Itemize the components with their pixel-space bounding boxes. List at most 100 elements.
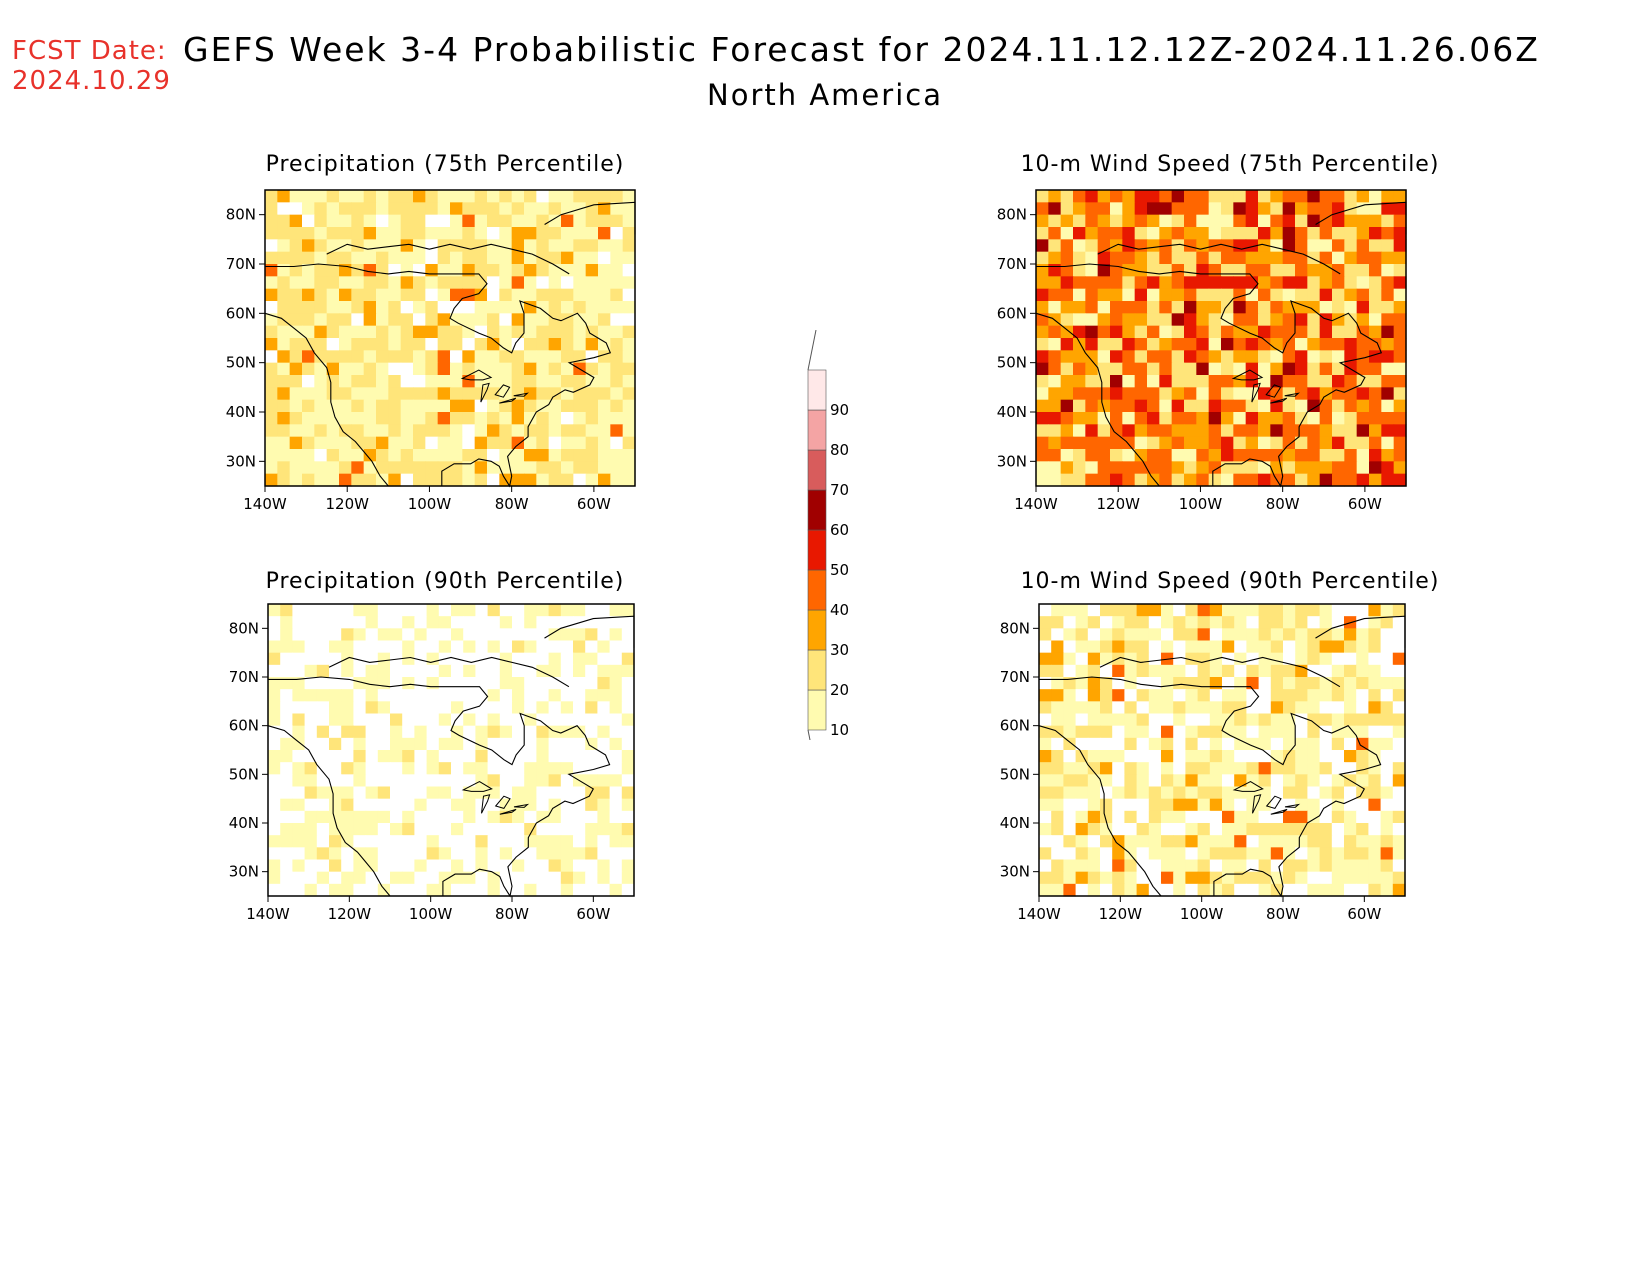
map-panel-precip75: 140W 120W 100W 80W 60W 80N 70N 60N 50N 40N 30N — [215, 184, 641, 520]
map-svg-precip75: 140W 120W 100W 80W 60W 80N 70N 60N 50N 40N 30N — [226, 189, 636, 513]
map-title-wind75: 10-m Wind Speed (75th Percentile) — [1020, 152, 1440, 177]
colorbar-level-label: 20 — [830, 681, 849, 699]
lon-tick-label: 60W — [1348, 495, 1382, 513]
map-svg-precip90: 140W 120W 100W 80W 60W 80N 70N 60N 50N 40N 30N — [229, 603, 635, 923]
shaded-field — [1039, 604, 1406, 897]
lake-outline — [481, 794, 491, 814]
coastline — [264, 312, 389, 487]
coastline — [1039, 676, 1382, 898]
lake-outline — [1270, 397, 1288, 404]
color-legend: 10 20 30 40 50 60 70 80 90 — [800, 329, 860, 771]
shaded-field — [1036, 190, 1407, 487]
shaded-field — [265, 190, 636, 487]
lake-outline — [1284, 392, 1300, 397]
forecast-date-value: 2024.10.29 — [12, 66, 171, 96]
coastline — [1099, 656, 1341, 688]
lat-tick-label: 80N — [1000, 619, 1030, 637]
lake-outline — [1231, 369, 1264, 381]
coastline — [326, 243, 570, 275]
lat-tick-label: 40N — [229, 814, 259, 832]
lon-tick-label: 80W — [1266, 495, 1300, 513]
colorbar-level-label: 30 — [830, 641, 849, 659]
colorbar-segment — [807, 409, 827, 451]
map-frame — [1038, 603, 1406, 897]
lat-tick-label: 70N — [1000, 668, 1030, 686]
lon-tick-label: 140W — [1014, 495, 1058, 513]
page-title: GEFS Week 3-4 Probabilistic Forecast for… — [183, 30, 1540, 69]
lake-outline — [1251, 382, 1261, 403]
lake-outline — [513, 392, 529, 397]
lat-tick-label: 80N — [226, 206, 256, 224]
coastline — [1035, 312, 1160, 487]
lat-tick-label: 80N — [229, 619, 259, 637]
colorbar-level-label: 80 — [830, 441, 849, 459]
lon-tick-label: 120W — [325, 495, 369, 513]
shaded-field — [268, 604, 635, 897]
map-panel-wind90: 140W 120W 100W 80W 60W 80N 70N 60N 50N 40N 30N — [989, 598, 1411, 930]
lat-tick-label: 50N — [1000, 765, 1030, 783]
colorbar-svg: 10 20 30 40 50 60 70 80 90 — [807, 329, 849, 771]
lon-tick-label: 140W — [246, 905, 290, 923]
colorbar-level-label: 50 — [830, 561, 849, 579]
lon-tick-label: 60W — [576, 905, 610, 923]
lake-outline — [480, 382, 490, 403]
lat-tick-label: 60N — [226, 304, 256, 322]
lon-tick-label: 80W — [495, 495, 529, 513]
lake-outline — [460, 369, 493, 381]
coastline — [1097, 243, 1341, 275]
lake-outline — [1284, 803, 1301, 808]
lat-tick-label: 70N — [997, 255, 1027, 273]
coastline — [265, 263, 612, 488]
map-svg-wind75: 140W 120W 100W 80W 60W 80N 70N 60N 50N 40N 30N — [997, 189, 1407, 513]
map-panel-precip90: 140W 120W 100W 80W 60W 80N 70N 60N 50N 40N 30N — [218, 598, 640, 930]
lon-tick-label: 120W — [1099, 905, 1143, 923]
lon-tick-label: 60W — [1347, 905, 1381, 923]
lat-tick-label: 80N — [997, 206, 1027, 224]
lake-outline — [1265, 384, 1282, 398]
map-title-precip90: Precipitation (90th Percentile) — [265, 569, 625, 594]
map-panel-wind75: 140W 120W 100W 80W 60W 80N 70N 60N 50N 40N 30N — [986, 184, 1412, 520]
colorbar-segment — [807, 569, 827, 611]
lake-outline — [461, 781, 493, 792]
colorbar-segment — [807, 369, 827, 411]
colorbar-level-label: 70 — [830, 481, 849, 499]
lat-tick-label: 40N — [226, 403, 256, 421]
map-frame — [264, 189, 636, 487]
region-subtitle: North America — [707, 78, 943, 112]
colorbar-segment — [807, 529, 827, 571]
lat-tick-label: 50N — [226, 354, 256, 372]
lon-tick-label: 80W — [1266, 905, 1300, 923]
lon-tick-label: 120W — [1096, 495, 1140, 513]
lat-tick-label: 70N — [226, 255, 256, 273]
lake-outline — [1270, 808, 1288, 815]
lat-tick-label: 40N — [1000, 814, 1030, 832]
lon-tick-label: 100W — [409, 905, 453, 923]
colorbar-segment — [807, 609, 827, 651]
lon-tick-label: 80W — [495, 905, 529, 923]
coastline — [267, 725, 391, 897]
colorbar-segment — [807, 449, 827, 491]
colorbar-segment — [807, 649, 827, 691]
colorbar-level-label: 10 — [830, 721, 849, 739]
lake-outline — [499, 808, 517, 815]
lake-outline — [499, 397, 517, 404]
lat-tick-label: 50N — [997, 354, 1027, 372]
colorbar-segment — [807, 689, 827, 731]
lake-outline — [1265, 795, 1282, 809]
lon-tick-label: 140W — [243, 495, 287, 513]
coastline — [268, 676, 611, 898]
colorbar-level-label: 90 — [830, 401, 849, 419]
colorbar-level-label: 40 — [830, 601, 849, 619]
lon-tick-label: 140W — [1017, 905, 1061, 923]
map-title-precip75: Precipitation (75th Percentile) — [265, 152, 625, 177]
colorbar-level-label: 60 — [830, 521, 849, 539]
lon-tick-label: 100W — [408, 495, 452, 513]
lake-outline — [513, 803, 530, 808]
lon-tick-label: 60W — [577, 495, 611, 513]
map-title-wind90: 10-m Wind Speed (90th Percentile) — [1020, 569, 1440, 594]
lat-tick-label: 70N — [229, 668, 259, 686]
lat-tick-label: 60N — [1000, 717, 1030, 735]
lon-tick-label: 100W — [1179, 495, 1223, 513]
lon-tick-label: 100W — [1180, 905, 1224, 923]
lake-outline — [1232, 781, 1264, 792]
